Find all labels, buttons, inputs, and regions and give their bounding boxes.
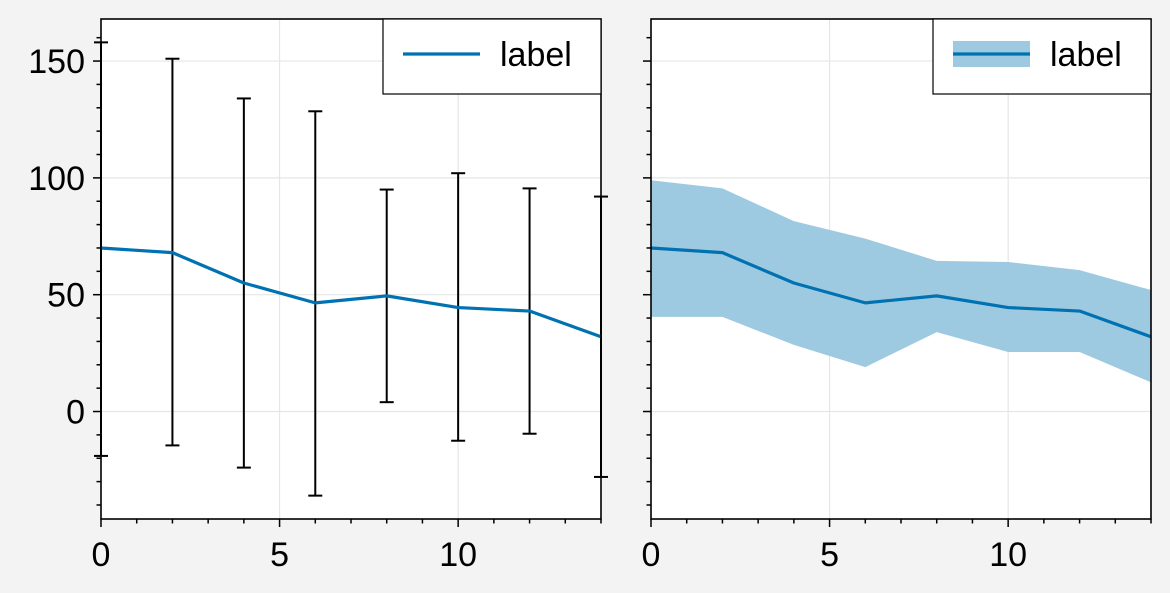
plot-area: [101, 19, 601, 519]
series-line: [650, 246, 1152, 339]
x-tick-label: 5: [270, 536, 289, 574]
x-tick-label: 10: [989, 536, 1027, 574]
y-tick-label: 150: [28, 43, 85, 81]
series-line: [100, 246, 602, 339]
y-tick-label: 50: [47, 277, 85, 315]
legend-box: [382, 18, 602, 95]
x-tick-label: 0: [92, 536, 111, 574]
x-tick-label: 0: [642, 536, 661, 574]
legend-label: label: [500, 36, 572, 74]
x-tick-label: 10: [439, 536, 477, 574]
y-tick-label: 0: [66, 394, 85, 432]
legend: label: [382, 18, 602, 95]
x-tick-label: 5: [820, 536, 839, 574]
legend-label: label: [1050, 36, 1122, 74]
legend: label: [932, 18, 1152, 95]
right-panel-shaded-band-chart: 0 5 10 label: [642, 18, 1152, 574]
uncertainty-band: [651, 180, 1151, 383]
y-tick-label: 100: [28, 160, 85, 198]
